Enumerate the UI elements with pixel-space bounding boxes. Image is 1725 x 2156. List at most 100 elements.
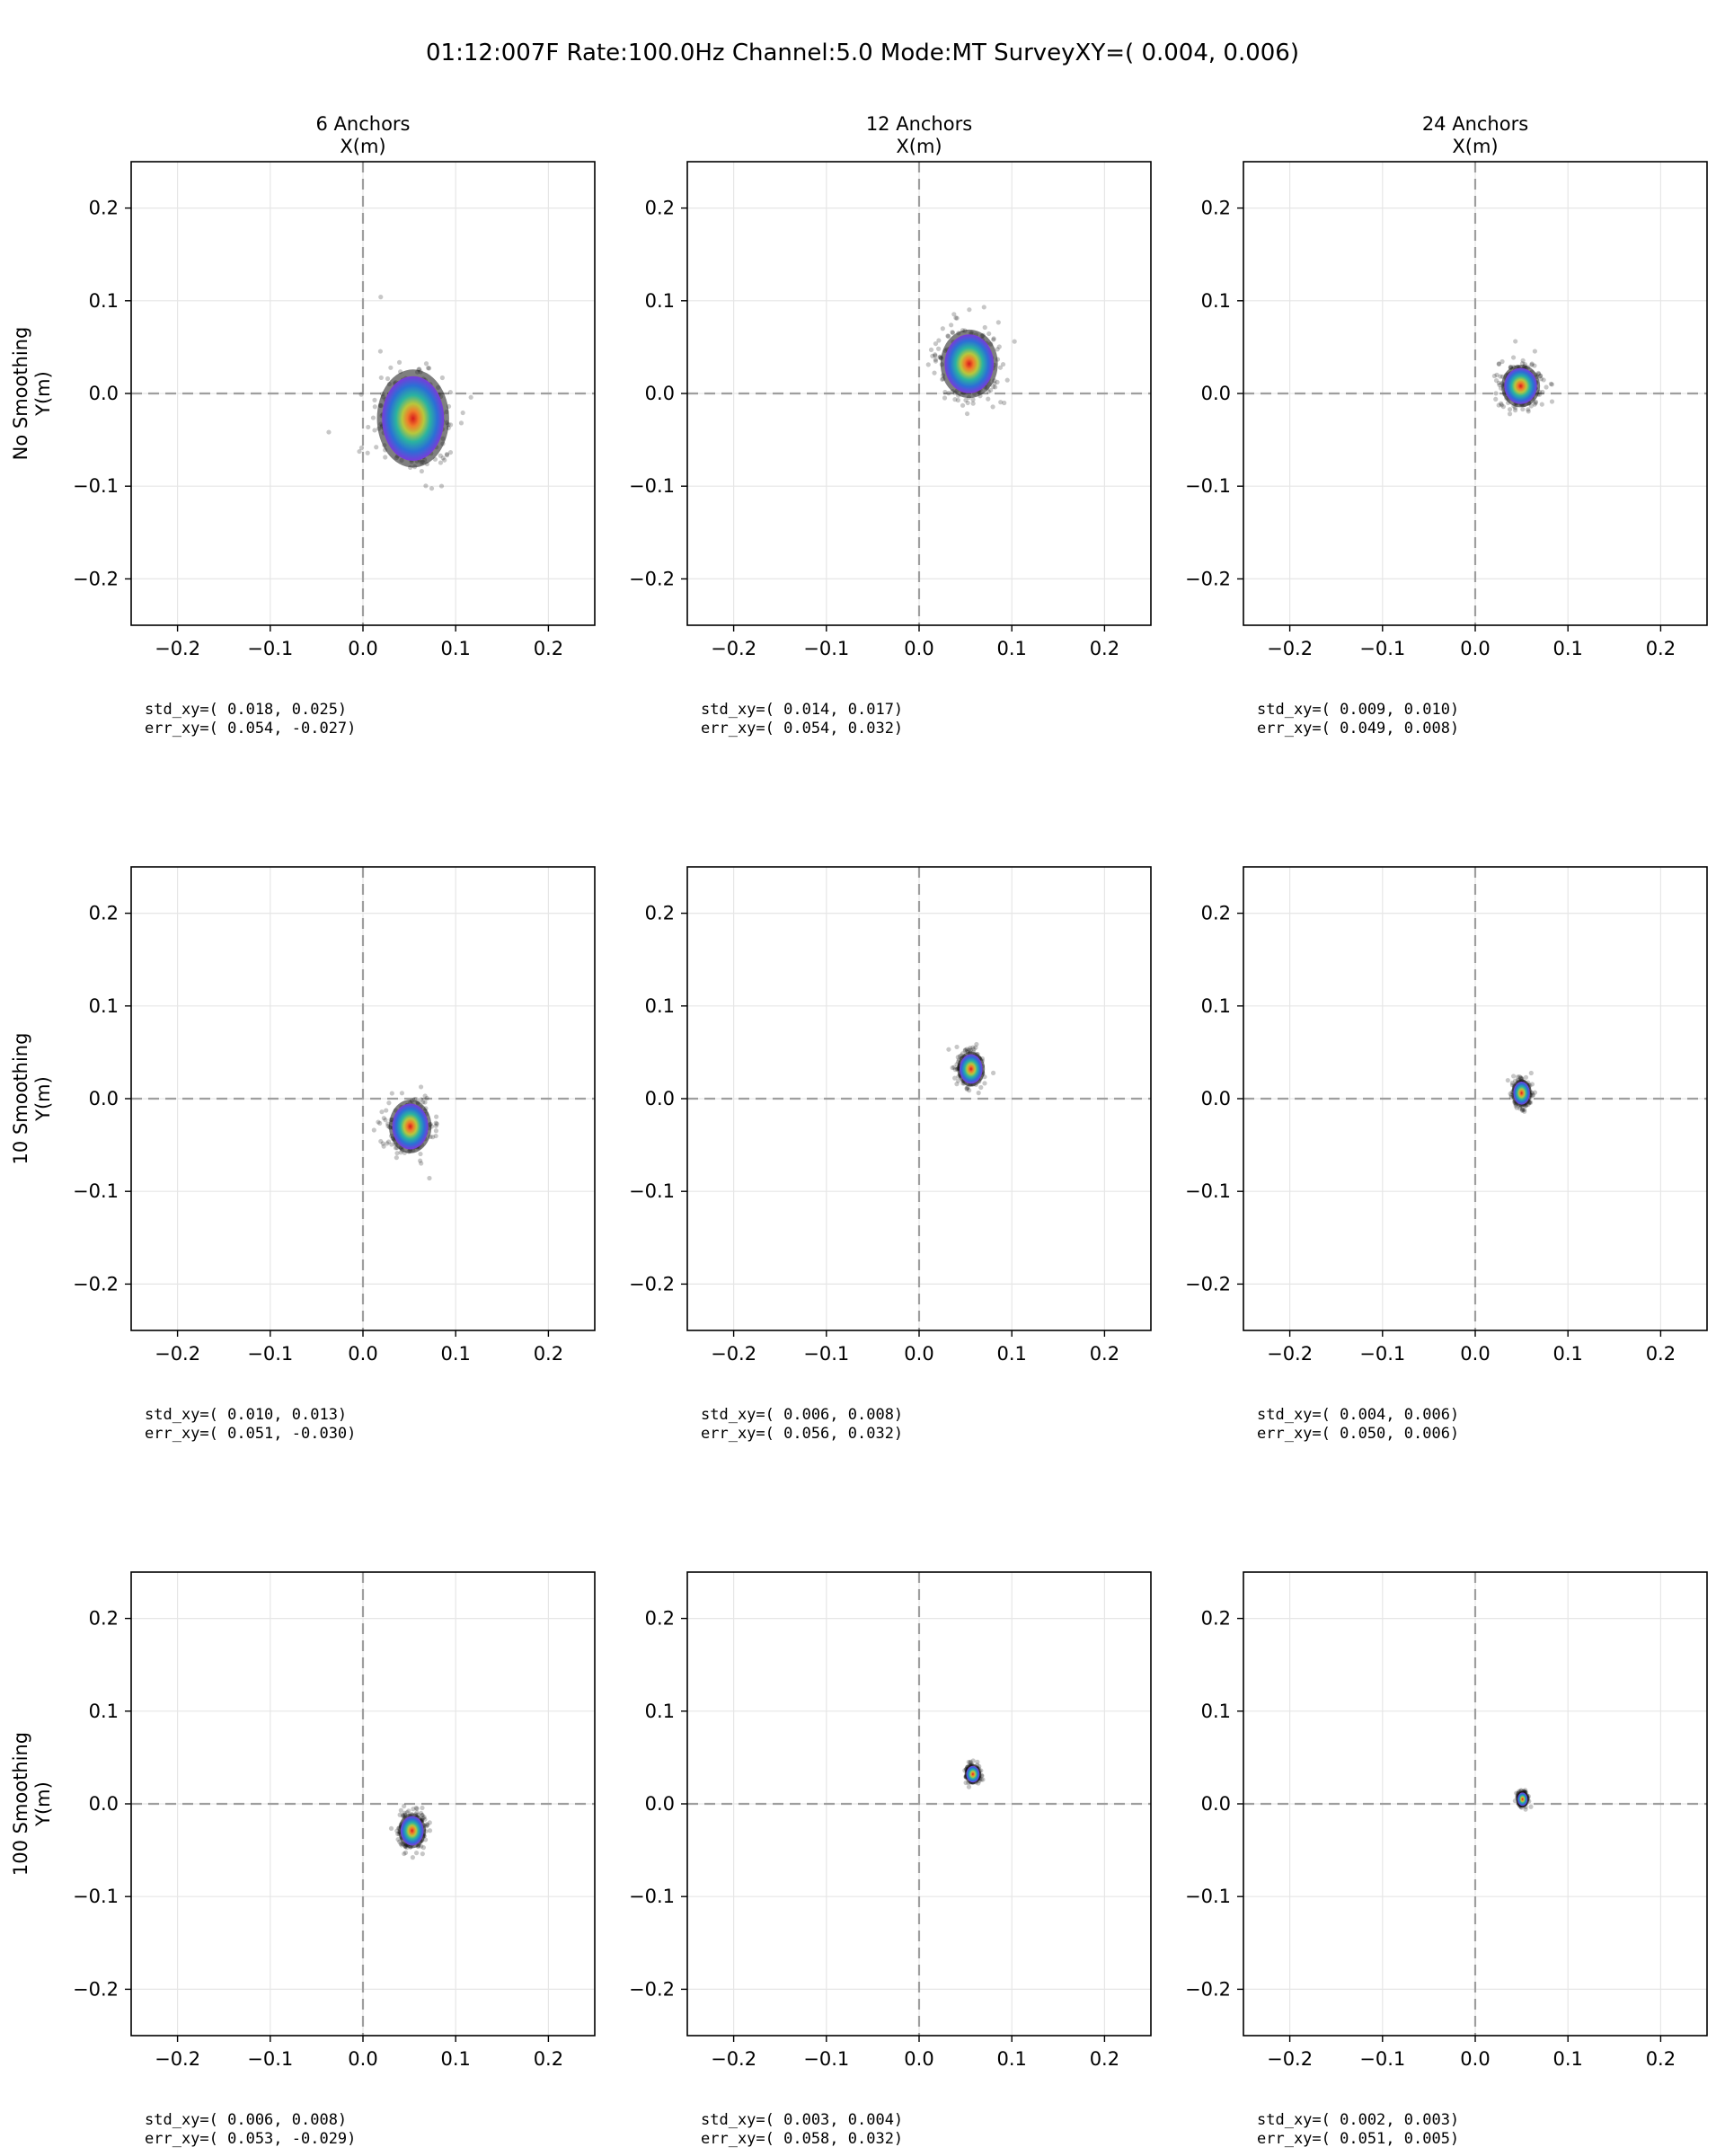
scatter-point — [438, 460, 444, 465]
scatter-point — [1510, 1074, 1517, 1079]
scatter-point — [377, 349, 383, 354]
subplot-2-2: −0.2 −0.1 0.0 0.1 0.2 −0.2 −0.1 0.0 0.1 0.2 std_xy… — [1185, 1571, 1708, 2148]
scatter-point — [962, 1047, 968, 1054]
column-title: 24 Anchors — [1422, 113, 1528, 135]
scatter-point — [442, 457, 447, 463]
scatter-point — [1532, 402, 1537, 407]
scatter-point — [402, 1803, 407, 1809]
scatter-point — [966, 1759, 971, 1765]
scatter-point — [991, 384, 996, 390]
scatter-point — [942, 389, 948, 395]
y-tick-label: −0.2 — [1185, 1978, 1231, 2000]
scatter-point — [975, 1759, 980, 1764]
scatter-point — [1494, 372, 1499, 377]
scatter-point — [952, 397, 958, 402]
y-tick-label: 0.1 — [89, 1701, 119, 1722]
scatter-point — [1498, 374, 1503, 379]
scatter-point — [954, 1044, 960, 1050]
scatter-point — [433, 1123, 438, 1128]
y-tick-label: −0.1 — [629, 475, 675, 497]
scatter-point — [402, 1810, 408, 1816]
x-tick-label: −0.1 — [247, 2048, 293, 2070]
subplot-0-2: −0.2 −0.1 0.0 0.1 0.2 −0.2 −0.1 0.0 0.1 0.2 24 Anc… — [1185, 113, 1708, 738]
y-tick-label: 0.2 — [645, 903, 675, 924]
scatter-point — [378, 1138, 384, 1144]
scatter-point — [980, 1777, 986, 1782]
scatter-point — [381, 1144, 386, 1149]
scatter-point — [963, 397, 969, 403]
scatter-point — [1004, 377, 1010, 383]
scatter-point — [968, 1047, 973, 1053]
density-core — [944, 334, 995, 393]
y-tick-label: −0.1 — [73, 1886, 119, 1907]
scatter-point — [374, 445, 379, 450]
scatter-point — [389, 1142, 394, 1147]
row-label: 100 Smoothing — [10, 1732, 31, 1876]
scatter-point — [381, 1116, 386, 1121]
x-tick-label: 0.2 — [534, 638, 563, 659]
y-tick-label: −0.1 — [73, 475, 119, 497]
std-annotation: std_xy=( 0.003, 0.004) — [701, 2111, 903, 2129]
scatter-point — [398, 1807, 403, 1813]
scatter-point — [378, 295, 384, 300]
scatter-point — [395, 1836, 401, 1842]
scatter-point — [1491, 373, 1497, 379]
scatter-point — [1536, 371, 1542, 377]
scatter-point — [968, 1760, 973, 1765]
x-tick-label: −0.2 — [155, 2048, 200, 2070]
y-tick-label: −0.2 — [73, 1273, 119, 1294]
scatter-point — [422, 1093, 428, 1099]
scatter-point — [962, 1047, 969, 1053]
scatter-point — [414, 1806, 420, 1812]
scatter-point — [1519, 361, 1526, 367]
scatter-point — [942, 395, 948, 401]
subplot-0-1: −0.2 −0.1 0.0 0.1 0.2 −0.2 −0.1 0.0 0.1 0.2 12 Anc… — [629, 113, 1152, 738]
y-tick-label: −0.2 — [1185, 1273, 1231, 1294]
y-tick-label: −0.2 — [629, 1978, 675, 2000]
std-annotation: std_xy=( 0.002, 0.003) — [1257, 2111, 1459, 2129]
scatter-point — [953, 315, 959, 321]
column-title: 12 Anchors — [866, 113, 972, 135]
scatter-point — [992, 381, 997, 386]
scatter-point — [397, 1812, 402, 1817]
scatter-point — [998, 400, 1004, 405]
scatter-point — [371, 1127, 376, 1133]
scatter-point — [951, 1065, 957, 1070]
x-tick-label: −0.1 — [1359, 2048, 1405, 2070]
x-tick-label: −0.1 — [247, 1343, 293, 1365]
err-annotation: err_xy=( 0.051, -0.030) — [145, 1425, 356, 1443]
scatter-point — [438, 453, 443, 458]
scatter-point — [933, 357, 938, 362]
scatter-point — [990, 1070, 996, 1076]
x-tick-label: 0.1 — [1552, 2048, 1582, 2070]
scatter-point — [1518, 1075, 1524, 1081]
scatter-point — [970, 397, 976, 402]
scatter-point — [930, 353, 935, 358]
scatter-point — [422, 1816, 428, 1822]
scatter-point — [968, 1046, 973, 1051]
y-tick-label: −0.2 — [73, 568, 119, 589]
scatter-point — [995, 320, 1001, 325]
scatter-point — [950, 330, 955, 335]
scatter-point — [925, 362, 931, 367]
scatter-point — [383, 455, 388, 460]
scatter-point — [370, 415, 376, 420]
scatter-point — [379, 1109, 385, 1115]
density-core — [382, 376, 445, 462]
y-tick-label: 0.2 — [645, 1608, 675, 1630]
scatter-point — [386, 1100, 392, 1106]
density-core — [959, 1054, 983, 1084]
scatter-point — [385, 376, 391, 382]
scatter-point — [964, 1086, 969, 1091]
row-ylabel: Y(m) — [32, 1076, 54, 1122]
scatter-point — [1496, 361, 1501, 367]
std-annotation: std_xy=( 0.006, 0.008) — [701, 1406, 903, 1424]
scatter-point — [1507, 407, 1513, 412]
x-tick-label: 0.2 — [1090, 638, 1119, 659]
row-ylabel: Y(m) — [32, 1781, 54, 1827]
y-tick-label: 0.0 — [1201, 1793, 1231, 1815]
scatter-point — [429, 486, 435, 491]
scatter-point — [1529, 361, 1535, 367]
scatter-point — [967, 1088, 972, 1093]
